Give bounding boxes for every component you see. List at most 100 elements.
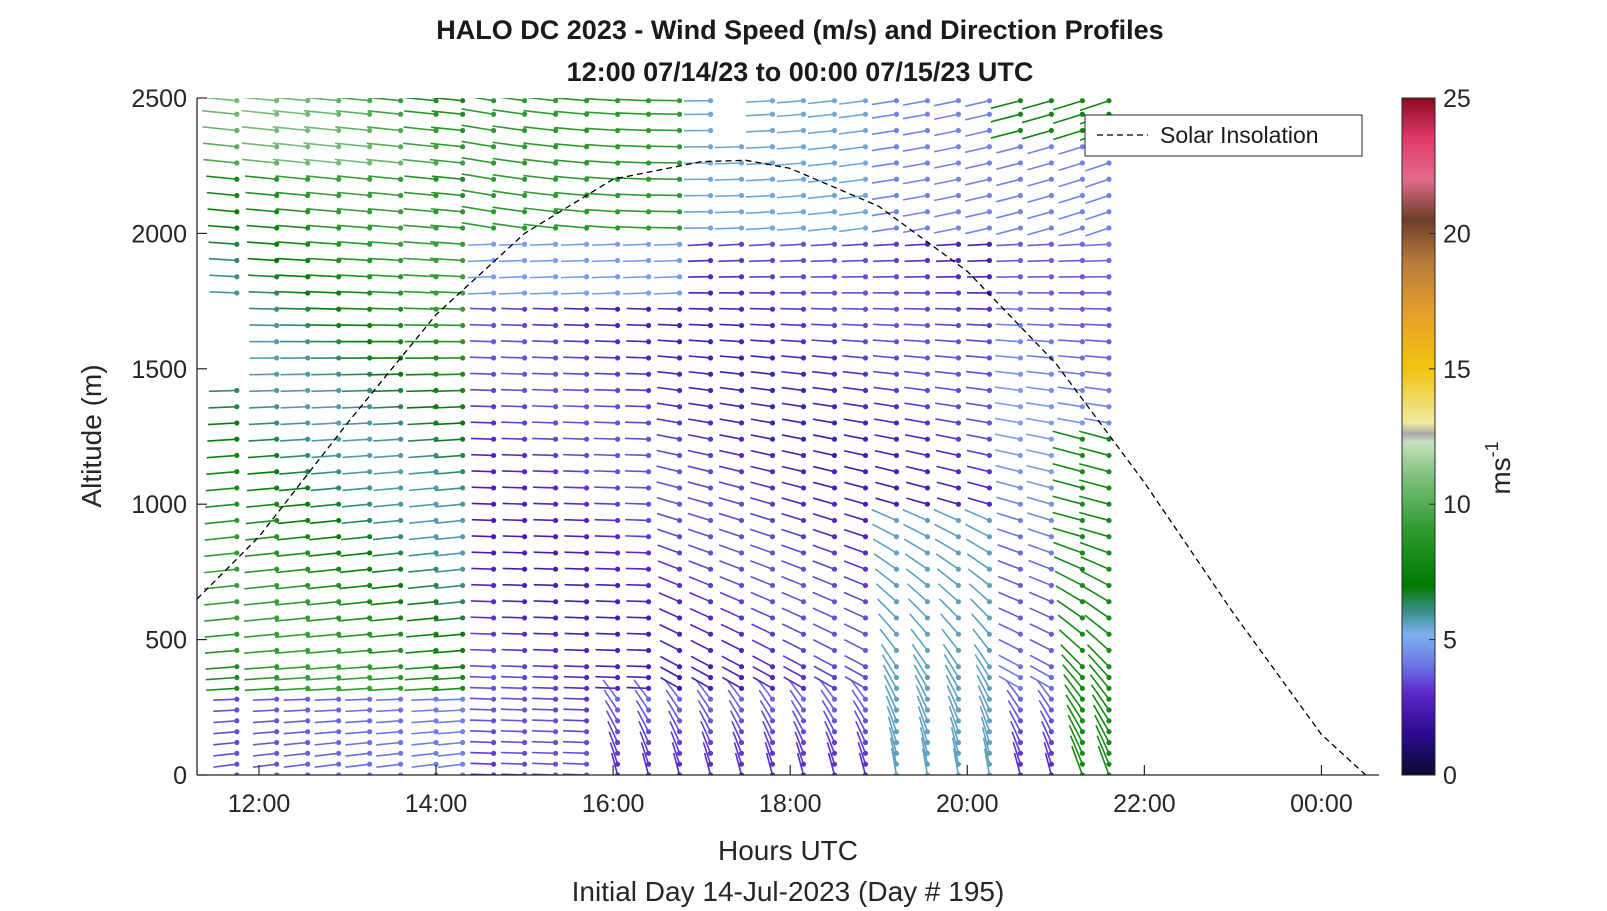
wind-barb-dot	[552, 647, 559, 654]
wind-barb	[812, 528, 838, 540]
wind-barb-dot	[800, 685, 807, 691]
wind-barb	[812, 449, 838, 459]
wind-barb	[687, 512, 714, 524]
wind-barb	[626, 339, 652, 345]
wind-barb-dot	[645, 306, 652, 312]
wind-barb	[857, 742, 869, 767]
wind-barb-shaft	[633, 679, 650, 700]
wind-barb	[209, 274, 240, 280]
wind-barb-dot	[583, 452, 590, 459]
wind-barb-dot	[955, 306, 962, 312]
wind-barb	[781, 575, 807, 589]
wind-barb-shaft	[1090, 684, 1110, 711]
wind-barb-shaft	[208, 241, 237, 246]
wind-barb-shaft	[907, 598, 929, 619]
legend-box[interactable]: Solar Insolation	[1084, 114, 1363, 157]
wind-barb-shaft	[595, 648, 618, 652]
wind-barb-shaft	[434, 584, 463, 590]
wind-barb-shaft	[204, 519, 237, 525]
wind-barb-shaft	[968, 583, 990, 603]
wind-barb-shaft	[305, 649, 339, 654]
wind-barb	[272, 126, 311, 134]
wind-barb	[245, 517, 280, 525]
wind-barb-dot	[800, 192, 807, 199]
wind-barb	[903, 322, 931, 329]
wind-barb-dot	[862, 355, 869, 361]
wind-barb-dot	[676, 452, 683, 459]
wind-barb-shaft	[996, 194, 1021, 203]
wind-barb-shaft	[593, 453, 618, 457]
wind-barb-dot	[769, 387, 776, 394]
wind-barb-dot	[645, 469, 652, 475]
wind-barb-shaft	[967, 481, 990, 489]
wind-barb-dot	[769, 290, 776, 296]
wind-barb-shaft	[437, 698, 463, 702]
wind-barb-dot	[800, 696, 807, 702]
wind-barb	[683, 209, 714, 215]
wind-barb-dot	[955, 517, 962, 524]
wind-barb-shaft	[337, 257, 370, 262]
wind-barb-dot	[955, 761, 962, 767]
wind-barb-dot	[521, 404, 528, 410]
wind-barb-dot	[583, 257, 590, 264]
wind-barb-dot	[800, 631, 807, 637]
wind-barb-shaft	[952, 748, 960, 775]
wind-barb	[875, 481, 900, 491]
wind-barb	[594, 485, 621, 491]
wind-barb	[602, 679, 621, 702]
wind-barb-shaft	[341, 535, 370, 541]
wind-barb-dot	[1079, 707, 1085, 713]
wind-barb	[470, 436, 497, 442]
wind-barb-dot	[433, 176, 439, 182]
wind-barb	[532, 696, 559, 702]
wind-barb-dot	[1106, 339, 1112, 345]
wind-barb-shaft	[430, 241, 463, 246]
wind-barb-shaft	[501, 665, 525, 668]
wind-barb-dot	[367, 225, 373, 231]
wind-barb-shaft	[276, 568, 308, 574]
wind-barb-dot	[893, 469, 900, 475]
wind-barb-shaft	[1086, 644, 1110, 668]
wind-barb	[334, 142, 373, 150]
wind-barb	[873, 241, 900, 247]
wind-barb-shaft	[638, 720, 650, 743]
wind-barb-dot	[707, 306, 714, 312]
wind-barb	[996, 209, 1024, 219]
wind-barb-dot	[1017, 209, 1024, 215]
wind-barb	[500, 685, 528, 691]
wind-barb	[794, 731, 807, 756]
wind-barb-dot	[433, 615, 439, 621]
wind-barb	[1026, 496, 1055, 507]
wind-barb-dot	[986, 225, 993, 231]
wind-barb-dot	[398, 274, 404, 280]
wind-barb-shaft	[875, 497, 897, 505]
wind-barb-shaft	[502, 535, 525, 538]
wind-barb-dot	[1017, 420, 1024, 426]
wind-barb-dot	[986, 685, 993, 691]
wind-barb	[781, 434, 807, 442]
wind-barb-dot	[893, 501, 900, 507]
wind-barb	[1011, 731, 1024, 756]
wind-barb	[368, 274, 404, 280]
wind-barb-shaft	[878, 613, 898, 635]
wind-barb-shaft	[701, 731, 712, 754]
wind-barb-dot	[1017, 647, 1024, 654]
wind-barb-shaft	[306, 617, 339, 622]
wind-barb	[781, 528, 807, 540]
wind-barb-dot	[1079, 322, 1085, 329]
wind-barb-dot	[986, 599, 993, 605]
wind-barb-shaft	[204, 568, 237, 574]
wind-barb-dot	[398, 718, 404, 724]
wind-barb-dot	[521, 355, 528, 361]
wind-barb-dot	[676, 615, 683, 621]
wind-barb-shaft	[338, 617, 370, 622]
wind-barb-shaft	[277, 519, 308, 525]
wind-barb	[745, 127, 776, 134]
wind-barb-dot	[955, 729, 962, 735]
wind-barb-shaft	[1027, 227, 1052, 236]
wind-barb-shaft	[470, 730, 494, 733]
wind-barb-shaft	[1027, 528, 1052, 538]
wind-barb	[306, 191, 342, 199]
wind-barb	[1007, 699, 1024, 724]
wind-barb-shaft	[278, 487, 308, 492]
